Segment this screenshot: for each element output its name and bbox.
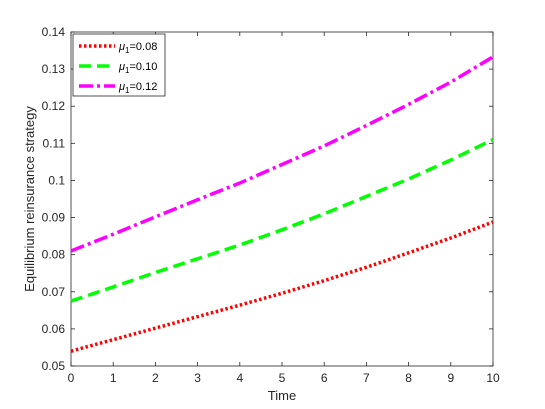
series-line-1 (70, 220, 494, 353)
legend-symbol: μ (118, 41, 125, 53)
y-tick-label: 0.14 (42, 25, 66, 39)
legend-symbol: μ (118, 61, 125, 73)
legend-subscript: 1 (125, 66, 130, 75)
x-tick-label: 4 (236, 371, 243, 385)
x-tick-label: 2 (152, 371, 159, 385)
y-tick-label: 0.09 (42, 211, 66, 225)
legend-subscript: 1 (125, 46, 130, 55)
legend-label-3: μ1=0.12 (118, 81, 157, 95)
x-tick-label: 3 (194, 371, 201, 385)
y-axis-label: Equilibrium reinsurance strategy (22, 106, 37, 292)
legend-value: =0.12 (129, 81, 157, 93)
legend-value: =0.10 (129, 61, 157, 73)
y-tick-label: 0.05 (42, 359, 66, 373)
series-line-3 (70, 55, 494, 253)
y-tick-label: 0.12 (42, 99, 66, 113)
legend-value: =0.08 (129, 41, 157, 53)
legend-subscript: 1 (125, 86, 130, 95)
x-tick-label: 7 (363, 371, 370, 385)
x-tick-label: 6 (321, 371, 328, 385)
x-tick-label: 10 (486, 371, 500, 385)
x-tick-label: 5 (279, 371, 286, 385)
legend-label-1: μ1=0.08 (118, 41, 157, 55)
y-tick-label: 0.08 (42, 248, 66, 262)
x-tick-label: 0 (68, 371, 75, 385)
x-tick-label: 1 (110, 371, 117, 385)
x-axis-label: Time (268, 388, 296, 403)
y-tick-label: 0.1 (48, 173, 65, 187)
y-tick-label: 0.07 (42, 285, 66, 299)
x-tick-label: 9 (447, 371, 454, 385)
y-tick-label: 0.11 (43, 136, 66, 150)
y-tick-label: 0.06 (42, 322, 66, 336)
x-tick-label: 8 (405, 371, 412, 385)
series-line-2 (70, 138, 494, 303)
y-tick-label: 0.13 (42, 62, 66, 76)
legend-label-2: μ1=0.10 (118, 61, 157, 75)
legend-symbol: μ (118, 81, 125, 93)
